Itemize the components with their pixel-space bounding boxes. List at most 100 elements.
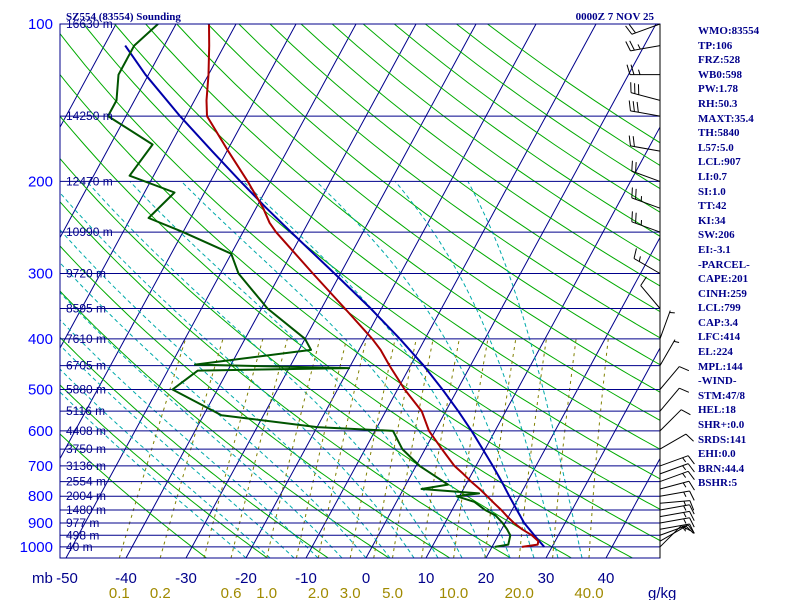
temperature-tick-label: -30 <box>175 570 197 587</box>
index-item: L57:5.0 <box>698 141 734 154</box>
wind-barb <box>659 523 695 534</box>
isotherm-line <box>605 457 660 558</box>
pressure-label: 600 <box>28 423 53 440</box>
mixing-ratio-line <box>295 338 348 558</box>
pressure-label: 900 <box>28 515 53 532</box>
wind-barb <box>659 470 695 483</box>
mixing-ratio-line <box>484 338 517 558</box>
height-label: 2554 m <box>66 475 106 489</box>
index-item: EHI:0.0 <box>698 448 736 461</box>
height-label: 3136 m <box>66 459 106 473</box>
dewpoint-line <box>107 24 512 548</box>
pressure-unit-label: mb <box>32 570 53 587</box>
index-item: SHR+:0.0 <box>698 419 745 432</box>
moist-adiabat-line <box>60 291 343 558</box>
dry-adiabat-line <box>60 201 511 558</box>
height-label: 3750 m <box>66 442 106 456</box>
wind-barb <box>631 160 661 182</box>
index-item: MAXT:35.4 <box>698 112 754 125</box>
mixing-ratio-label: 10.0 <box>439 585 468 600</box>
index-item: LCL:907 <box>698 156 741 169</box>
index-item: BRN:44.4 <box>698 462 745 475</box>
wind-barb <box>625 23 661 35</box>
isotherm-line <box>60 24 177 239</box>
mixing-ratio-label: 0.1 <box>109 585 130 600</box>
temperature-tick-label: -20 <box>235 570 257 587</box>
moist-adiabat-line <box>60 391 247 558</box>
wind-barb <box>659 510 695 521</box>
wind-barb <box>631 211 661 233</box>
moist-adiabat-line <box>86 181 439 558</box>
dry-adiabat-line <box>300 24 660 287</box>
temperature-line <box>205 24 540 548</box>
dry-adiabat-line <box>207 24 660 366</box>
moist-adiabat-line <box>467 181 583 558</box>
wind-barb <box>659 500 695 511</box>
wind-barb <box>630 82 661 101</box>
pressure-label: 700 <box>28 458 53 475</box>
dry-adiabat-line <box>60 32 660 510</box>
wind-barb <box>659 366 690 390</box>
index-item: TT:42 <box>698 200 727 213</box>
index-item: TH:5840 <box>698 127 740 140</box>
index-item: WB0:598 <box>698 68 742 81</box>
moist-adiabat-line <box>394 181 559 558</box>
isotherm-line <box>60 24 297 460</box>
index-item: CAP:3.4 <box>698 316 739 329</box>
isotherm-line <box>60 24 117 129</box>
height-label: 6705 m <box>66 359 106 373</box>
height-label: 5880 m <box>66 383 106 397</box>
dry-adiabat-line <box>60 245 451 558</box>
wind-barb <box>659 525 694 542</box>
pressure-label: 300 <box>28 265 53 282</box>
index-item: -WIND- <box>698 375 737 388</box>
wind-barb <box>659 310 675 340</box>
dry-adiabat-line <box>60 157 572 558</box>
mixing-ratio-line <box>203 338 264 558</box>
dry-adiabat-line <box>176 24 660 393</box>
wind-barb <box>628 100 661 117</box>
index-item: EI:-3.1 <box>698 243 731 256</box>
wind-barb <box>626 64 660 76</box>
isotherm-line <box>245 24 537 558</box>
height-label: 7610 m <box>66 332 106 346</box>
dry-adiabat-line <box>331 24 660 262</box>
dry-adiabat-line <box>60 336 329 558</box>
dry-adiabat-line <box>60 433 207 558</box>
pressure-label: 500 <box>28 382 53 399</box>
height-label: 40 m <box>66 540 93 554</box>
mixing-ratio-line <box>373 338 417 558</box>
mixing-ratio-label: 20.0 <box>505 585 534 600</box>
isotherm-line <box>365 24 657 558</box>
mixing-ratio-line <box>421 338 460 558</box>
wind-barbs <box>625 23 695 558</box>
mixing-ratio-line <box>230 338 288 558</box>
observation-time: 0000Z 7 NOV 25 <box>576 11 655 23</box>
isotherm-line <box>545 347 660 558</box>
moist-adiabat-line <box>60 344 295 558</box>
index-item: LFC:414 <box>698 331 741 344</box>
moist-adiabat-line <box>181 181 487 558</box>
mixing-ratio-line <box>266 338 321 558</box>
temperature-tick-label: -10 <box>295 570 317 587</box>
pressure-label: 200 <box>28 173 53 190</box>
isotherm-line <box>60 24 237 350</box>
index-item: KI:34 <box>698 214 726 227</box>
wind-barb <box>659 480 695 491</box>
wind-barb <box>659 387 690 412</box>
mixing-ratio-label: 3.0 <box>340 585 361 600</box>
index-item: EL:224 <box>698 346 733 359</box>
moist-adiabat-line <box>129 181 463 558</box>
mixing-ratio-line <box>588 338 609 558</box>
background-grid <box>60 24 660 558</box>
mixing-ratio-line <box>552 338 577 558</box>
index-item: PW:1.78 <box>698 83 739 96</box>
index-item: FRZ:528 <box>698 54 741 67</box>
parcel-trace-line <box>124 45 545 548</box>
temperature-tick-label: 20 <box>478 570 495 587</box>
mixing-ratio-label: 0.2 <box>150 585 171 600</box>
mixing-ratio-label: 5.0 <box>382 585 403 600</box>
index-item: MPL:144 <box>698 360 743 373</box>
